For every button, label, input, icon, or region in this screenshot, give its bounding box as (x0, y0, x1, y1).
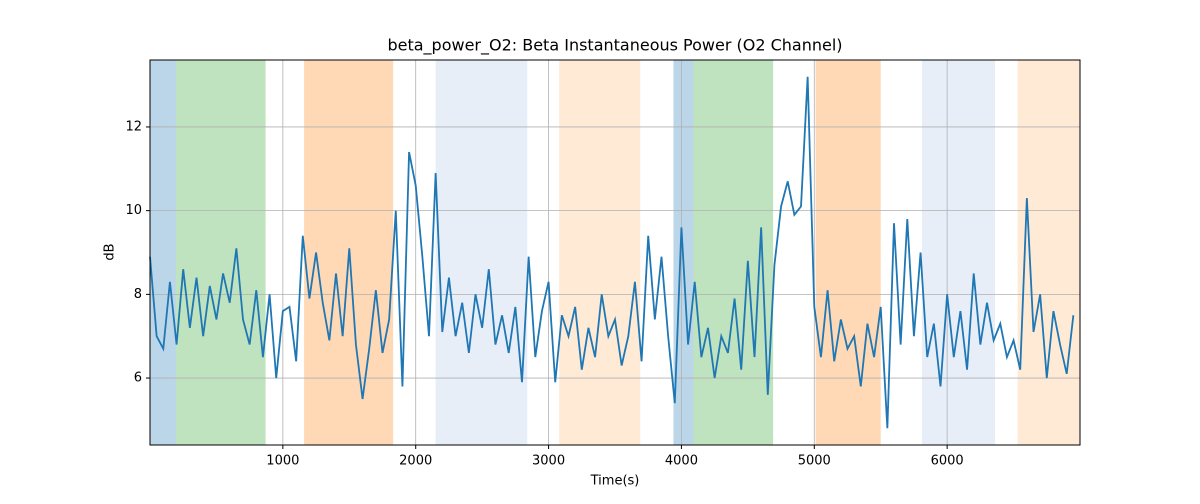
y-tick-label: 12 (125, 119, 142, 134)
shaded-span (150, 60, 176, 445)
shaded-span (435, 60, 528, 445)
y-tick-label: 10 (125, 203, 142, 218)
x-tick-label: 2000 (399, 454, 432, 469)
x-tick-label: 1000 (266, 454, 299, 469)
y-axis-label: dB (103, 243, 118, 260)
shaded-span (693, 60, 774, 445)
plot-frame (149, 59, 1081, 446)
shaded-span (815, 60, 881, 445)
x-tick-label: 6000 (931, 454, 964, 469)
x-tick-label: 4000 (665, 454, 698, 469)
data-line (149, 76, 1075, 429)
y-tick-label: 6 (134, 371, 142, 386)
shaded-span (175, 60, 266, 445)
shaded-span (1017, 60, 1080, 445)
x-axis-label: Time(s) (590, 474, 640, 489)
x-tick-label: 3000 (532, 454, 565, 469)
shaded-span (921, 60, 995, 445)
y-tick-label: 8 (134, 287, 142, 302)
x-tick-label: 5000 (798, 454, 831, 469)
chart-title: beta_power_O2: Beta Instantaneous Power … (387, 36, 842, 56)
shaded-span (559, 60, 641, 445)
